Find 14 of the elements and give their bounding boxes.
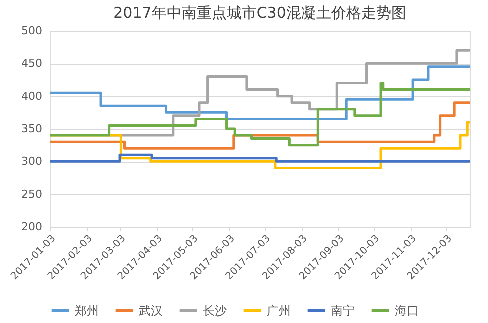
y-tick-label: 500 [22, 24, 42, 38]
y-tick-label: 400 [22, 90, 42, 103]
chart-title: 2017年中南重点城市C30混凝土价格走势图 [114, 4, 406, 22]
legend-label: 长沙 [203, 304, 227, 318]
y-tick-label: 350 [22, 122, 42, 136]
y-tick-label: 200 [22, 220, 42, 234]
legend-label: 海口 [395, 304, 419, 318]
y-tick-label: 300 [22, 155, 42, 168]
y-tick-label: 250 [22, 188, 42, 201]
legend-label: 南宁 [331, 304, 355, 318]
y-tick-label: 450 [22, 57, 42, 70]
legend-label: 武汉 [139, 304, 163, 318]
legend-label: 郑州 [75, 304, 99, 318]
legend-label: 广州 [267, 304, 291, 318]
